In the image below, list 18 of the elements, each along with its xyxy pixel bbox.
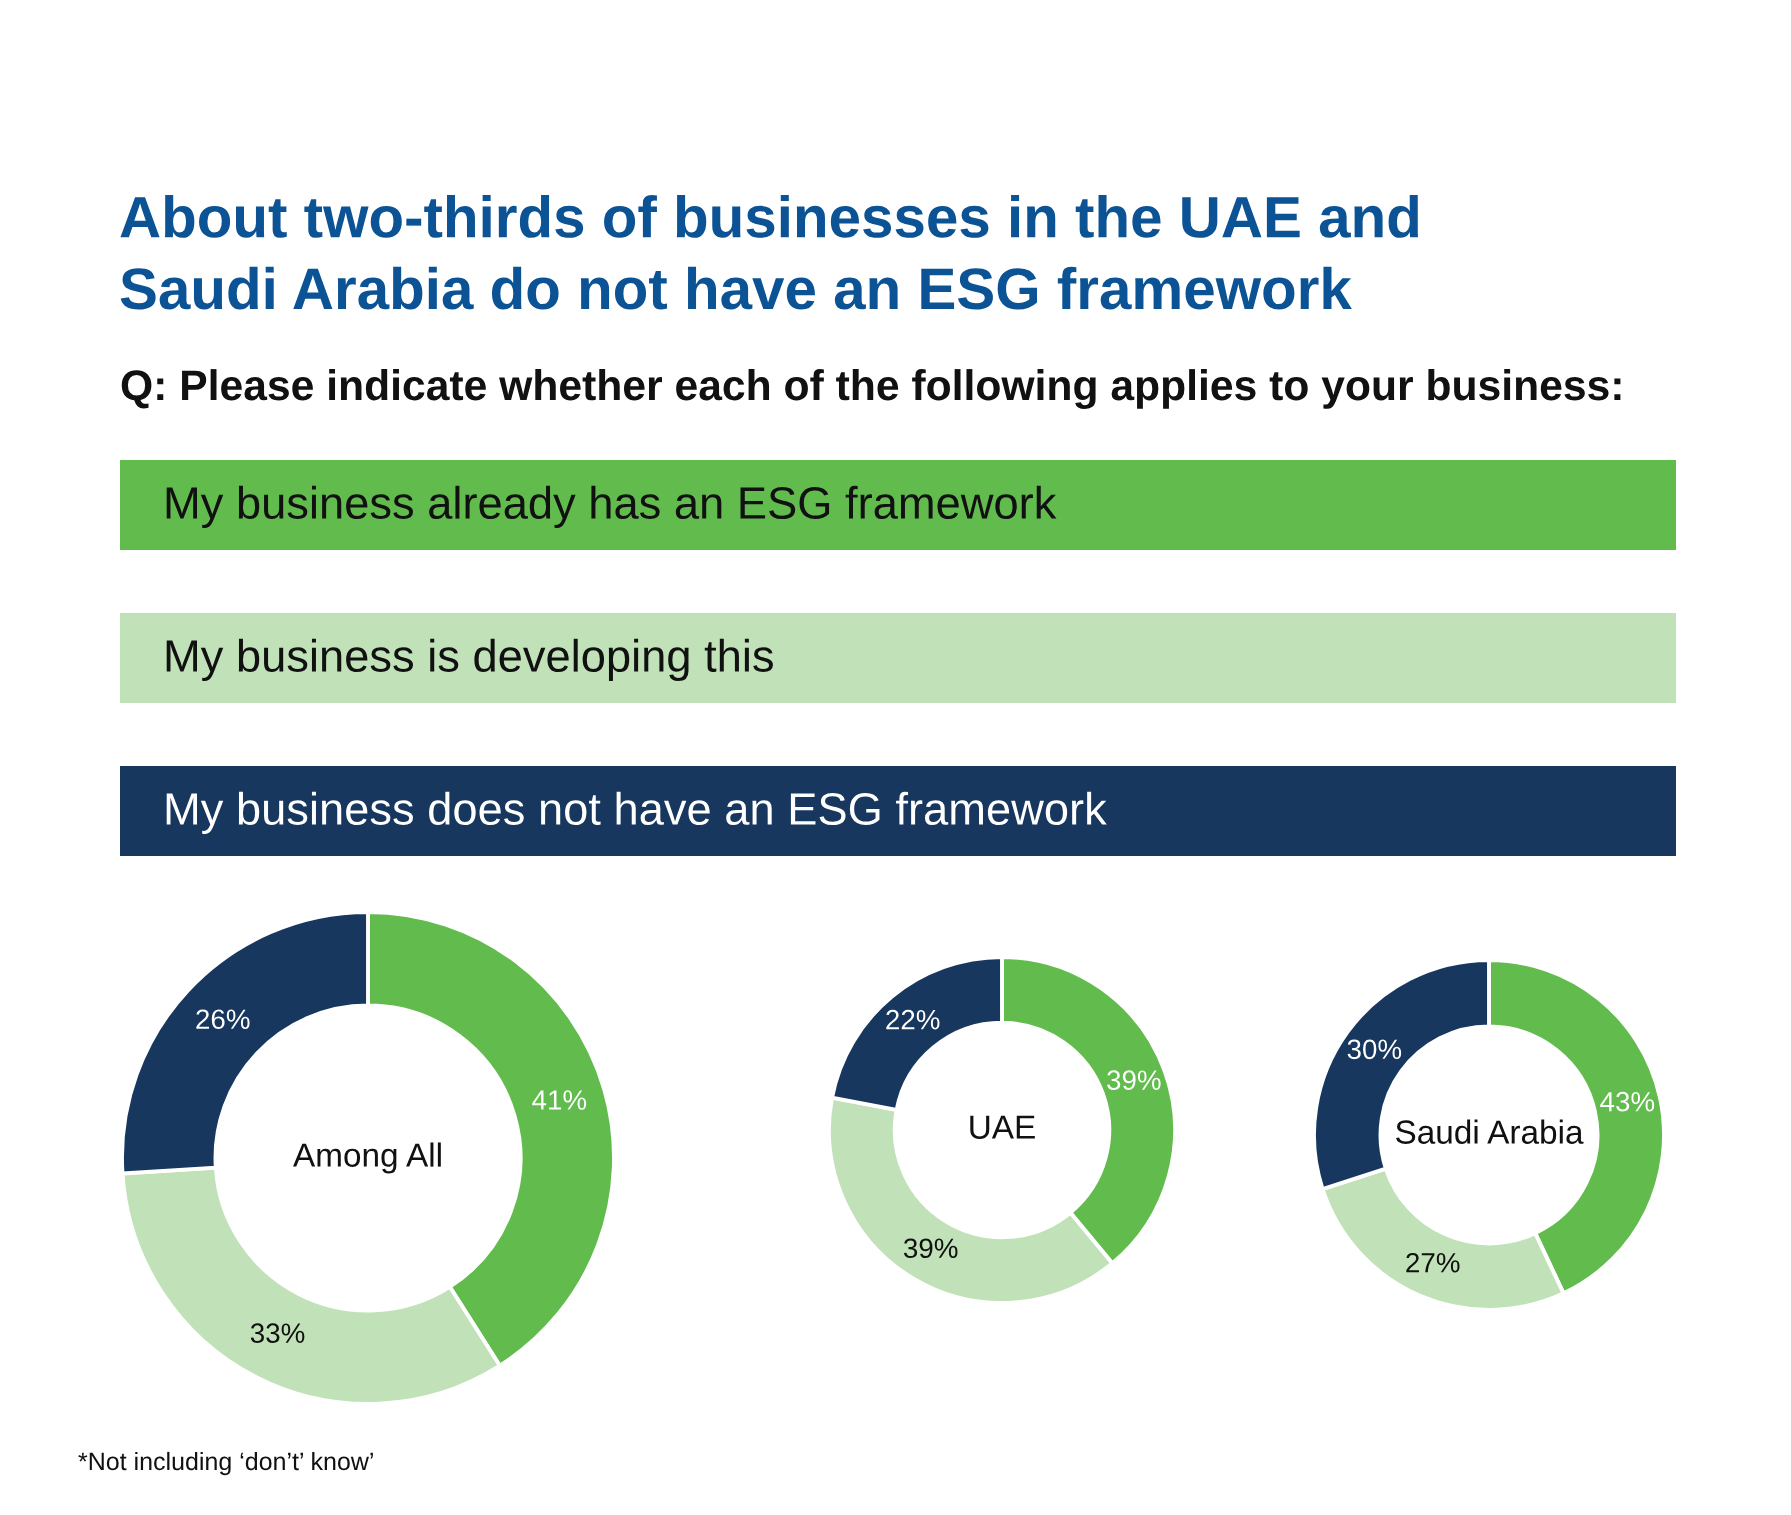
slice-label: Saudi Arabia [1396, 1119, 1584, 1144]
chart-title: About two-thirds of businesses in the UAE and Saudi Arabia do not have an ESG framework [120, 195, 1418, 310]
data-label: 27% [1406, 1252, 1460, 1273]
text: *Not including ‘don’t’ know’ [78, 1451, 373, 1476]
slice-label: UAE [970, 1115, 1035, 1139]
data-label: 26% [196, 1009, 250, 1030]
data-label: 41% [532, 1090, 587, 1110]
chart-subtitle: Q: Please indicate whether each of the following applies to your business: [121, 369, 1621, 410]
legend-label: My business is developing this [166, 638, 773, 681]
data-label: 22% [886, 1009, 940, 1030]
slice-label: Among All [293, 1142, 441, 1174]
data-label: 30% [1347, 1039, 1402, 1060]
data-label: 39% [903, 1238, 958, 1259]
data-label: 43% [1600, 1091, 1655, 1112]
legend-label: My business already has an ESG framework [166, 485, 1057, 528]
data-label: 33% [250, 1323, 305, 1343]
data-label: 39% [1107, 1070, 1161, 1090]
legend-label: My business does not have an ESG framework [166, 791, 1107, 834]
